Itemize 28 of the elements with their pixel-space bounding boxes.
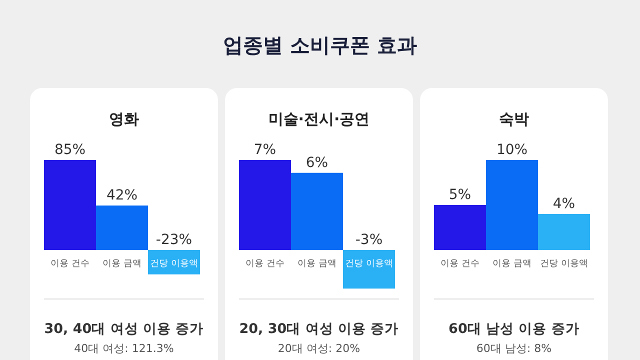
chart-subtitle: 숙박 [499,110,529,128]
x-tick-label: 이용 금액 [492,259,532,269]
data-label: 42% [106,188,138,204]
text: 60대 남성 이용 증가 [448,321,580,337]
text: 30, 40대 여성 이용 증가 [44,321,204,337]
text: 업종별 소비쿠폰 효과 [223,33,417,57]
chart-subtitle: 영화 [109,110,139,128]
text: 20, 30대 여성 이용 증가 [239,321,399,337]
data-label: 7% [254,142,276,158]
text: 20대 여성: 20% [278,342,360,355]
text: 60대 남성: 8% [476,342,552,355]
x-tick-label: 이용 건수 [50,259,90,269]
data-label: -3% [355,232,383,248]
text: 40대 여성: 121.3% [74,342,174,355]
data-label: 4% [552,196,576,212]
data-label: 10% [496,142,528,158]
data-label: 85% [54,142,86,158]
chart-subtitle: 미술·전시·공연 [268,110,370,128]
x-tick-label: 이용 건수 [440,259,480,269]
x-tick-label: 이용 건수 [246,259,284,269]
x-tick-label: 이용 금액 [298,259,336,269]
x-tick-label: 건당 이용액 [150,259,198,269]
data-label: 6% [306,154,328,171]
data-label: -23% [156,232,192,248]
x-tick-label: 이용 금액 [102,259,142,269]
data-label: 5% [448,187,472,203]
x-tick-label: 건당 이용액 [345,259,393,269]
x-tick-label: 건당 이용액 [540,259,588,269]
